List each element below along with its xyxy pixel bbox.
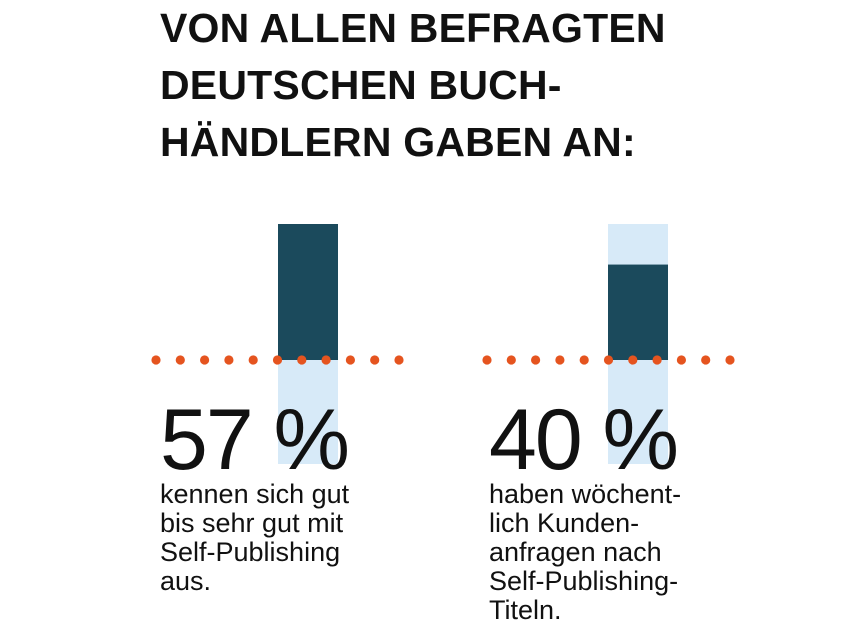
reference-dot (175, 355, 185, 365)
stat-value-1: 57 % (160, 392, 350, 488)
stat-description-2: haben wöchent- lich Kunden- anfragen nac… (489, 480, 681, 625)
reference-dot (652, 355, 662, 365)
chart-title: VON ALLEN BEFRAGTEN DEUTSCHEN BUCH- HÄND… (160, 0, 666, 171)
reference-dot (297, 355, 307, 365)
reference-dot (151, 355, 161, 365)
bar-group-2 (482, 224, 735, 464)
stat-value-2: 40 % (489, 392, 679, 488)
reference-dot (224, 355, 234, 365)
reference-dot (531, 355, 541, 365)
description-line: Self-Publishing- (489, 566, 679, 596)
reference-dot (370, 355, 380, 365)
reference-dot (579, 355, 589, 365)
description-line: anfragen nach (489, 537, 662, 567)
bar (608, 264, 668, 360)
title-line: DEUTSCHEN BUCH- (160, 62, 562, 108)
title-line: HÄNDLERN GABEN AN: (160, 119, 636, 165)
reference-dot (345, 355, 355, 365)
reference-dot (676, 355, 687, 365)
bar-group-1 (151, 224, 404, 464)
reference-dot (701, 355, 711, 365)
reference-dot (272, 355, 283, 365)
description-line: Self-Publishing (160, 537, 341, 567)
reference-dot (394, 355, 404, 365)
description-line: haben wöchent- (489, 479, 682, 509)
reference-dot (321, 355, 331, 365)
reference-dot (482, 355, 492, 365)
stat-description-1: kennen sich gut bis sehr gut mit Self-Pu… (160, 480, 349, 596)
description-line: lich Kunden- (489, 508, 640, 538)
reference-dot (628, 355, 638, 365)
bar (278, 224, 338, 360)
description-line: aus. (160, 566, 212, 596)
reference-dot (506, 355, 516, 365)
reference-dot (603, 355, 614, 365)
description-line: bis sehr gut mit (160, 508, 344, 538)
reference-dot (725, 355, 735, 365)
description-line: kennen sich gut (160, 479, 350, 509)
reference-dot (200, 355, 210, 365)
reference-dot (248, 355, 258, 365)
description-line: Titeln. (489, 595, 562, 625)
title-line: VON ALLEN BEFRAGTEN (160, 5, 666, 51)
reference-dot (555, 355, 565, 365)
